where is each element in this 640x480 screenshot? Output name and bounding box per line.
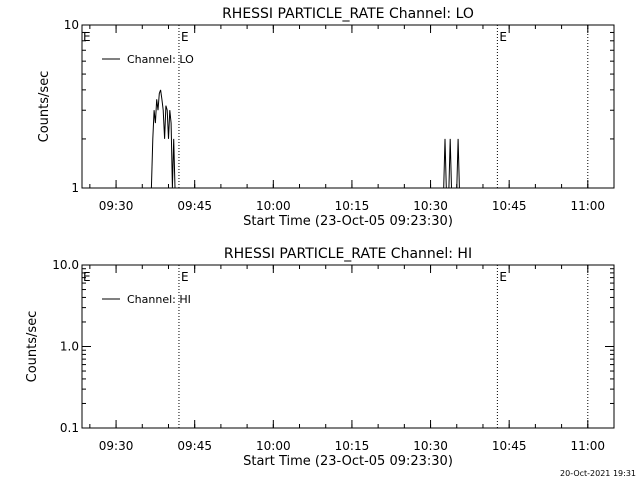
x-tick-label: 10:45 <box>492 439 527 453</box>
legend-label: Channel: LO <box>127 53 194 66</box>
x-axis-label: Start Time (23-Oct-05 09:23:30) <box>243 214 453 229</box>
x-tick-label: 10:00 <box>256 439 291 453</box>
chart-panel-2: RHESSI PARTICLE_RATE Channel: HI 09:30 09:… <box>25 246 615 469</box>
event-marker-label: E <box>499 270 507 284</box>
event-marker-label: E <box>181 30 189 44</box>
series-line <box>456 138 460 189</box>
x-tick-label: 11:00 <box>570 439 605 453</box>
y-tick-label: 10.0 <box>52 258 79 272</box>
x-tick-label: 09:45 <box>177 199 212 213</box>
y-tick-label: 1.0 <box>60 340 79 354</box>
x-tick-label: 09:30 <box>99 199 134 213</box>
event-marker-label: E <box>181 270 189 284</box>
x-tick-label: 10:15 <box>335 199 370 213</box>
event-marker-label: E <box>83 30 91 44</box>
chart-title: RHESSI PARTICLE_RATE Channel: HI <box>224 246 472 262</box>
x-tick-label: 10:00 <box>256 199 291 213</box>
x-tick-label: 10:15 <box>335 439 370 453</box>
x-tick-label: 09:45 <box>177 439 212 453</box>
legend-label: Channel: HI <box>127 293 191 306</box>
y-tick-label: 1 <box>71 181 79 195</box>
x-axis-label: Start Time (23-Oct-05 09:23:30) <box>243 454 453 469</box>
plot-frame <box>81 264 615 429</box>
timestamp-stamp: 20-Oct-2021 19:31 <box>560 469 636 478</box>
event-marker-label: E <box>499 30 507 44</box>
plot-frame <box>81 24 615 189</box>
event-marker-label: E <box>83 270 91 284</box>
x-tick-label: 10:30 <box>413 439 448 453</box>
chart-title: RHESSI PARTICLE_RATE Channel: LO <box>222 6 474 22</box>
series-line <box>443 138 452 189</box>
x-tick-label: 10:30 <box>413 199 448 213</box>
y-tick-label: 10 <box>64 18 79 32</box>
y-tick-label: 0.1 <box>60 421 79 435</box>
y-axis-label: Counts/sec <box>37 71 52 143</box>
chart-panel-1: RHESSI PARTICLE_RATE Channel: LO 09:30 09:… <box>37 6 615 229</box>
x-tick-label: 11:00 <box>570 199 605 213</box>
y-axis-label: Counts/sec <box>25 311 40 383</box>
x-tick-label: 09:30 <box>99 439 134 453</box>
x-tick-label: 10:45 <box>492 199 527 213</box>
series-line <box>150 89 176 189</box>
